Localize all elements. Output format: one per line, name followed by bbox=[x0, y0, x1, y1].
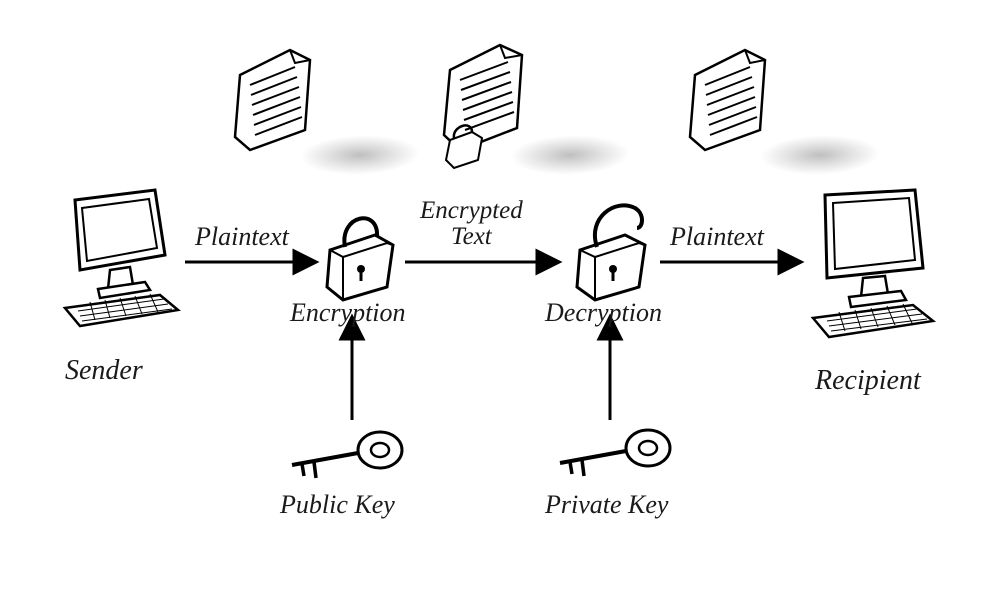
encryption-label: Encryption bbox=[290, 298, 406, 328]
private-key-label: Private Key bbox=[545, 490, 668, 520]
plaintext-left-label: Plaintext bbox=[195, 222, 289, 252]
decryption-label: Decryption bbox=[545, 298, 662, 328]
plaintext-right-label: Plaintext bbox=[670, 222, 764, 252]
sender-label: Sender bbox=[65, 355, 143, 387]
public-key-label: Public Key bbox=[280, 490, 395, 520]
encryption-flow-diagram: Sender Recipient Encryption Decryption P… bbox=[0, 0, 1000, 596]
arrows-layer bbox=[0, 0, 1000, 596]
recipient-label: Recipient bbox=[815, 365, 921, 397]
encrypted-text-label: Encrypted Text bbox=[420, 198, 523, 251]
